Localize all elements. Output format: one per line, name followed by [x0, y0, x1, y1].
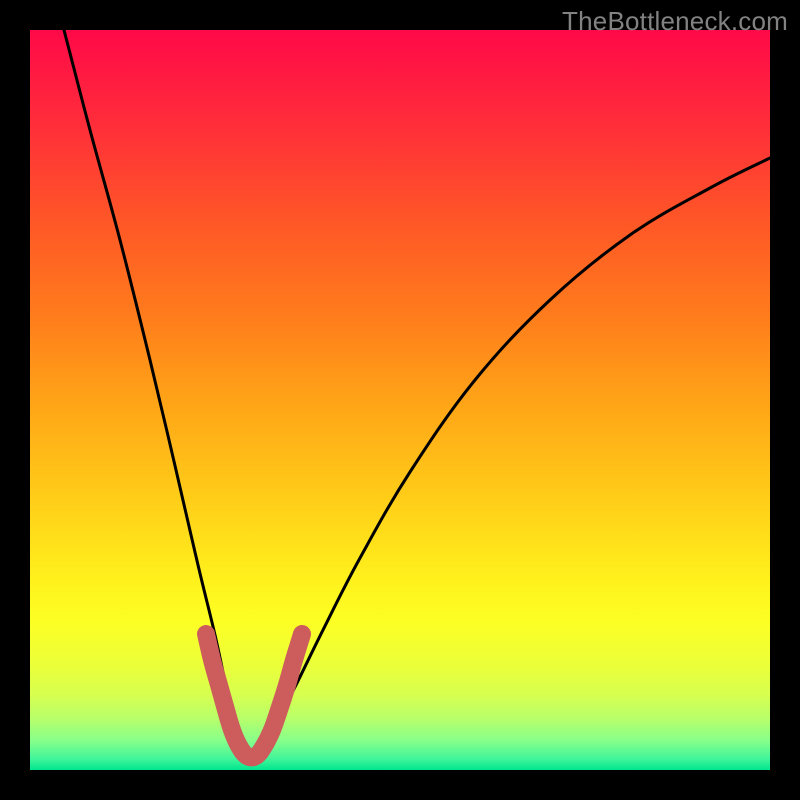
plot-area — [30, 30, 770, 770]
watermark-text: TheBottleneck.com — [562, 6, 788, 37]
chart-container: TheBottleneck.com — [0, 0, 800, 800]
plot-background — [30, 30, 770, 770]
